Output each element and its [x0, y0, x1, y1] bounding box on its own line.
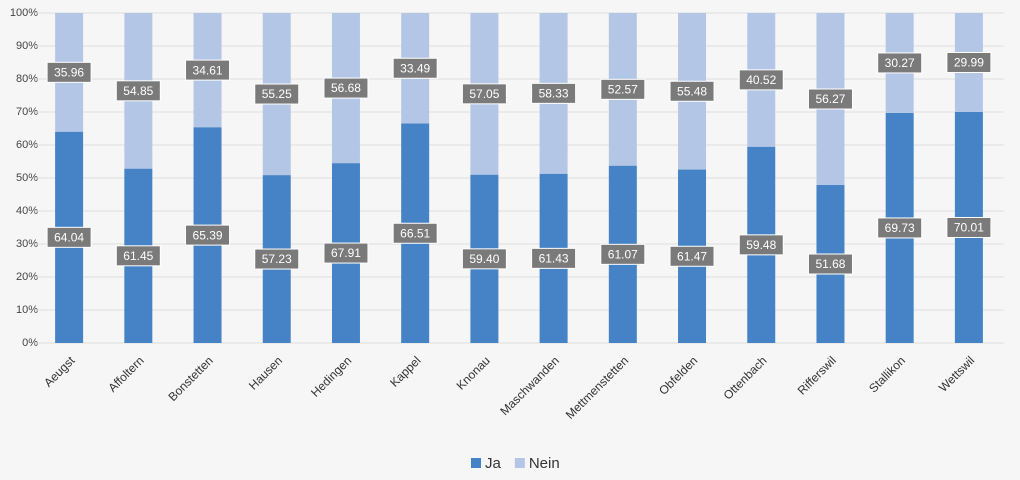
- value-label: 61.07: [608, 248, 638, 262]
- y-tick-label: 90%: [16, 40, 38, 52]
- y-tick-label: 40%: [16, 205, 38, 217]
- x-tick-label: Mettmenstetten: [563, 353, 631, 421]
- value-label: 56.68: [331, 81, 361, 95]
- label-box: [946, 51, 992, 73]
- x-tick-label: Bonstetten: [165, 353, 215, 403]
- value-label: 56.27: [815, 92, 845, 106]
- label-box: [392, 57, 438, 79]
- label-box: [807, 253, 853, 275]
- value-label: 69.73: [885, 221, 915, 235]
- value-label: 35.96: [54, 66, 84, 80]
- label-box: [185, 224, 231, 246]
- label-box: [46, 226, 92, 248]
- label-box: [323, 242, 369, 264]
- label-box: [877, 217, 923, 239]
- x-tick-label: Rifferswil: [795, 353, 839, 397]
- legend-label: Ja: [485, 455, 502, 472]
- x-tick-label: Ottenbach: [721, 353, 770, 402]
- y-tick-label: 70%: [16, 106, 38, 118]
- label-box: [877, 52, 923, 74]
- x-tick-label: Aeugst: [41, 353, 78, 390]
- value-label: 57.23: [262, 252, 292, 266]
- y-tick-label: 10%: [16, 304, 38, 316]
- label-box: [254, 248, 300, 270]
- value-label: 51.68: [815, 257, 845, 271]
- label-box: [323, 77, 369, 99]
- value-label: 55.25: [262, 87, 292, 101]
- label-box: [461, 248, 507, 270]
- value-label: 66.51: [400, 226, 430, 240]
- label-box: [461, 83, 507, 105]
- legend-label: Nein: [529, 455, 560, 472]
- value-label: 59.40: [469, 252, 499, 266]
- value-label: 55.48: [677, 84, 707, 98]
- value-label: 52.57: [608, 83, 638, 97]
- x-tick-label: Hedingen: [308, 353, 354, 399]
- value-label: 54.85: [123, 84, 153, 98]
- legend-swatch: [471, 458, 481, 468]
- value-label: 33.49: [400, 61, 430, 75]
- value-label: 30.27: [885, 56, 915, 70]
- label-box: [807, 88, 853, 110]
- label-box: [254, 83, 300, 105]
- y-tick-label: 50%: [16, 172, 38, 184]
- label-box: [738, 69, 784, 91]
- value-label: 64.04: [54, 231, 84, 245]
- value-label: 61.43: [539, 252, 569, 266]
- value-label: 58.33: [539, 87, 569, 101]
- x-tick-label: Obfelden: [656, 353, 700, 397]
- value-label: 61.47: [677, 249, 707, 263]
- legend-swatch: [514, 458, 525, 468]
- y-tick-label: 20%: [16, 271, 38, 283]
- x-tick-label: Stallikon: [866, 353, 908, 395]
- value-label: 61.45: [123, 249, 153, 263]
- value-label: 59.48: [746, 238, 776, 252]
- x-tick-label: Affoltern: [105, 353, 146, 394]
- x-tick-label: Hausen: [246, 353, 285, 392]
- x-tick-label: Kappel: [387, 353, 423, 389]
- value-label: 67.91: [331, 246, 361, 260]
- label-box: [46, 61, 92, 83]
- x-tick-label: Wettswil: [936, 353, 977, 394]
- y-tick-label: 60%: [16, 139, 38, 151]
- label-box: [946, 216, 992, 238]
- label-box: [115, 80, 161, 102]
- label-box: [600, 78, 646, 100]
- label-box: [115, 245, 161, 267]
- label-box: [185, 59, 231, 81]
- value-label: 70.01: [954, 221, 984, 235]
- label-box: [531, 82, 577, 104]
- y-tick-label: 100%: [10, 7, 38, 19]
- value-label: 65.39: [193, 228, 223, 242]
- value-label: 57.05: [469, 87, 499, 101]
- label-box: [392, 222, 438, 244]
- value-label: 29.99: [954, 56, 984, 70]
- label-box: [600, 243, 646, 265]
- value-label: 40.52: [746, 73, 776, 87]
- label-box: [669, 80, 715, 102]
- value-label: 34.61: [193, 63, 223, 77]
- label-box: [738, 234, 784, 256]
- y-tick-label: 0%: [22, 337, 38, 349]
- x-tick-label: Knonau: [454, 353, 493, 392]
- y-tick-label: 30%: [16, 238, 38, 250]
- label-box: [669, 245, 715, 267]
- label-box: [531, 247, 577, 269]
- x-tick-label: Maschwanden: [497, 353, 562, 418]
- y-tick-label: 80%: [16, 73, 38, 85]
